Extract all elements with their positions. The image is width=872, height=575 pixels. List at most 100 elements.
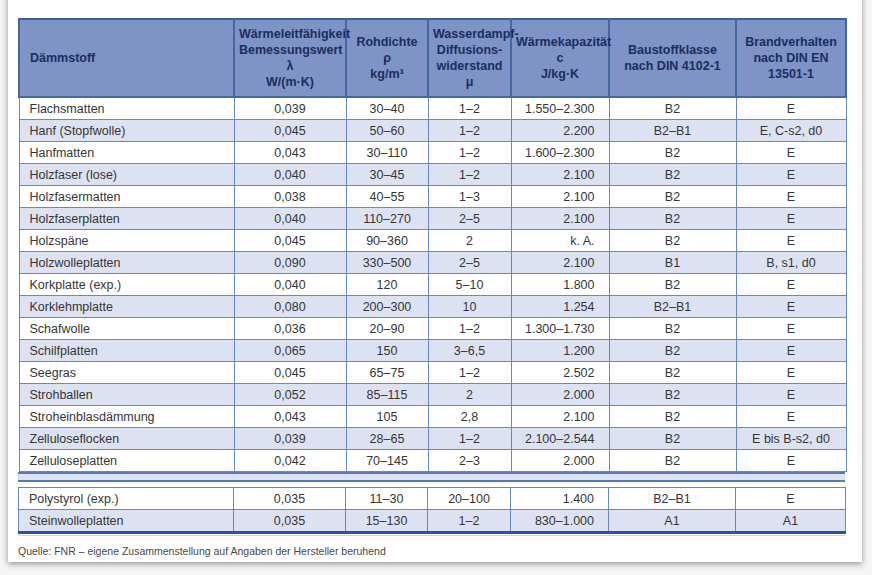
column-header-line: Wärmekapazität [516,34,604,50]
cell-class: B2 [609,230,736,252]
cell-fire: A1 [736,510,846,533]
column-header-density: Rohdichteρkg/m³ [346,19,428,97]
cell-capacity: 2.100 [511,164,609,186]
column-header-capacity: WärmekapazitätcJ/kg·K [511,19,609,97]
cell-class: B2 [609,362,736,384]
cell-fire: E [736,384,846,406]
column-header-line: ρ [351,50,423,66]
cell-lambda: 0,035 [234,510,346,533]
table-row: Holzfaserplatten0,040110–2702–52.100B2E [19,208,846,230]
cell-capacity: 1.800 [511,274,609,296]
cell-mu: 1–3 [428,186,511,208]
cell-mu: 2 [428,384,511,406]
cell-capacity: 830–1.000 [511,510,609,533]
cell-fire: E [736,230,846,252]
cell-mu: 2–5 [428,252,511,274]
cell-class: B2 [609,97,736,120]
cell-density: 20–90 [346,318,428,340]
table-row: Seegras0,04565–751–22.502B2E [19,362,846,384]
cell-density: 40–55 [346,186,428,208]
cell-mu: 1–2 [428,142,511,164]
cell-capacity: 2.000 [511,450,609,472]
cell-capacity: 2.100 [511,208,609,230]
cell-lambda: 0,045 [234,230,346,252]
cell-class: B2 [609,274,736,296]
insulation-table: Dämmstoff WärmeleitfähigkeitBemessungswer… [18,18,845,557]
header-row: Dämmstoff WärmeleitfähigkeitBemessungswer… [19,19,846,97]
insulation-table-main: Dämmstoff WärmeleitfähigkeitBemessungswer… [18,18,847,472]
cell-fire: E [736,186,846,208]
table-row: Hanf (Stopfwolle)0,04550–601–22.200B2–B1… [19,120,846,142]
cell-class: B2 [609,208,736,230]
section-separator-band [18,472,845,482]
cell-material: Holzfasermatten [19,186,234,208]
cell-density: 15–130 [346,510,428,533]
cell-class: B2 [609,384,736,406]
cell-fire: E [736,208,846,230]
cell-fire: E [736,296,846,318]
cell-material: Korklehmplatte [19,296,234,318]
table-row: Holzwolleplatten0,090330–5002–52.100B1B,… [19,252,846,274]
cell-lambda: 0,090 [234,252,346,274]
cell-lambda: 0,040 [234,164,346,186]
cell-capacity: 2.200 [511,120,609,142]
cell-density: 90–360 [346,230,428,252]
cell-material: Schafwolle [19,318,234,340]
cell-fire: E [736,318,846,340]
table-row: Polystyrol (exp.)0,03511–3020–1001.400B2… [19,488,846,510]
column-header-line: Brandverhalten [741,34,841,50]
column-header-line: Diffusions- [433,42,506,58]
cell-class: B2 [609,406,736,428]
table-row: Holzfaser (lose)0,04030–451–22.100B2E [19,164,846,186]
cell-material: Stroheinblasdämmung [19,406,234,428]
cell-fire: E [736,406,846,428]
table-row: Korkplatte (exp.)0,0401205–101.800B2E [19,274,846,296]
cell-fire: E [736,142,846,164]
cell-lambda: 0,045 [234,120,346,142]
column-header-line: Dämmstoff [30,50,229,66]
cell-capacity: 1.300–1.730 [511,318,609,340]
cell-class: A1 [609,510,736,533]
cell-capacity: 1.400 [511,488,609,510]
column-header-line: nach DIN 4102-1 [614,58,731,74]
cell-lambda: 0,038 [234,186,346,208]
column-header-line: Baustoffklasse [614,42,731,58]
cell-capacity: 2.502 [511,362,609,384]
cell-density: 330–500 [346,252,428,274]
cell-material: Holzwolleplatten [19,252,234,274]
cell-density: 200–300 [346,296,428,318]
column-header-lambda: WärmeleitfähigkeitBemessungswert λW/(m·K… [234,19,346,97]
cell-fire: E [736,97,846,120]
column-header-line: μ [433,74,506,90]
cell-fire: E [736,274,846,296]
cell-lambda: 0,042 [234,450,346,472]
cell-lambda: 0,043 [234,406,346,428]
cell-material: Flachsmatten [19,97,234,120]
cell-capacity: 1.200 [511,340,609,362]
cell-fire: E [736,164,846,186]
cell-lambda: 0,040 [234,208,346,230]
table-row: Holzspäne0,04590–3602k. A.B2E [19,230,846,252]
cell-density: 11–30 [346,488,428,510]
cell-lambda: 0,039 [234,428,346,450]
column-header-line: Bemessungswert λ [239,42,341,74]
cell-material: Holzfaserplatten [19,208,234,230]
cell-class: B2 [609,318,736,340]
cell-fire: E [736,450,846,472]
cell-class: B2 [609,164,736,186]
cell-density: 120 [346,274,428,296]
column-header-line: nach DIN EN [741,50,841,66]
cell-class: B2–B1 [609,296,736,318]
table-row: Stroheinblasdämmung0,0431052,82.100B2E [19,406,846,428]
cell-material: Polystyrol (exp.) [19,488,234,510]
column-header-mu: Wasserdampf-Diffusions-widerstandμ [428,19,511,97]
cell-class: B2 [609,340,736,362]
cell-mu: 10 [428,296,511,318]
cell-material: Schilfplatten [19,340,234,362]
cell-mu: 20–100 [428,488,511,510]
table-row: Flachsmatten0,03930–401–21.550–2.300B2E [19,97,846,120]
table-row: Zelluloseflocken0,03928–651–22.100–2.544… [19,428,846,450]
column-header-line: Wärmeleitfähigkeit [239,26,341,42]
cell-mu: 5–10 [428,274,511,296]
column-header-line: 13501-1 [741,66,841,82]
